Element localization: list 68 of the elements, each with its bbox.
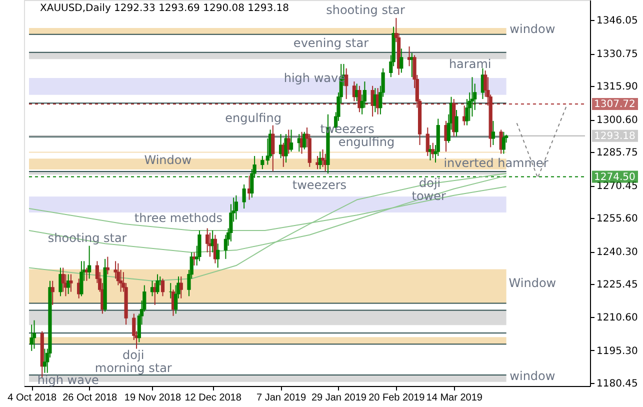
candlestick [502,131,506,154]
y-tick-label: 1240.30 [596,247,638,258]
annotation: inverted hammer [444,156,548,170]
candlestick [470,76,474,118]
candlestick [400,48,404,74]
x-tick-label: 26 Oct 2018 [62,392,118,404]
candlestick [32,320,36,350]
x-tick-label: 29 Jan 2019 [311,392,367,404]
candlestick [61,267,65,292]
ref-line-label: 1274.50 [594,172,636,183]
y-tick-label: 1285.75 [596,148,638,159]
candlestick [284,134,288,164]
annotation: harami [448,57,492,71]
ref-line-label: 1307.72 [594,99,636,110]
y-tick-label: 1270.45 [596,181,638,192]
annotation: evening star [293,36,369,50]
candlestick [234,194,238,220]
candlestick [491,120,496,146]
candlestick [426,127,430,156]
y-tick-label: 1195.30 [596,346,638,357]
candlestick [80,260,84,297]
candlestick [30,324,34,352]
candlestick [179,276,183,299]
candlestick [156,274,160,294]
x-tick-label: 14 Mar 2019 [426,392,483,404]
candlestick [454,109,458,137]
y-tick-label: 1180.45 [596,378,638,390]
annotation: Window [508,276,556,290]
candlestick [88,245,92,280]
annotation: window [510,369,556,383]
x-tick-label: 12 Dec 2018 [184,392,242,404]
x-tick-label: 4 Oct 2018 [8,392,58,404]
annotation: morning star [94,361,172,375]
annotation: window [510,22,556,36]
y-tick-label: 1255.60 [596,214,638,225]
candlestick [206,228,210,253]
y-tick-label: 1315.90 [596,82,638,93]
candlestick [216,243,220,268]
annotation: shooting star [326,3,406,17]
annotation: engulfing [338,135,395,149]
annotation: doji [122,348,144,362]
y-tick-label: 1300.60 [596,115,638,126]
annotation: engulfing [225,111,282,125]
candlestick [316,155,320,170]
annotation: high wave [37,373,99,387]
candlestick [198,230,202,262]
candlestick [69,274,73,292]
x-tick-label: 7 Jan 2019 [256,392,306,404]
x-tick-label: 19 Nov 2018 [124,392,182,404]
candlestick [260,155,264,170]
y-tick-label: 1330.75 [596,49,638,60]
candlestick [58,267,62,297]
candlestick [106,256,110,275]
annotation: tweezers [292,178,347,192]
y-tick-label: 1346.05 [596,16,638,27]
x-tick-label: 20 Feb 2019 [368,392,426,404]
candlestick [344,68,348,100]
candlestick [271,124,275,172]
candlestick [160,278,165,297]
annotation: Window [144,153,192,167]
y-tick-label: 1225.45 [596,280,638,291]
candlestick [289,129,294,152]
annotation: three methods [134,211,223,225]
candlestick [370,85,374,118]
y-tick-label: 1210.60 [596,312,638,324]
chart-title: XAUUSD,Daily 1292.33 1293.69 1290.08 1293.18 [40,3,289,14]
candlestick [242,184,246,210]
candlestick [50,280,54,306]
